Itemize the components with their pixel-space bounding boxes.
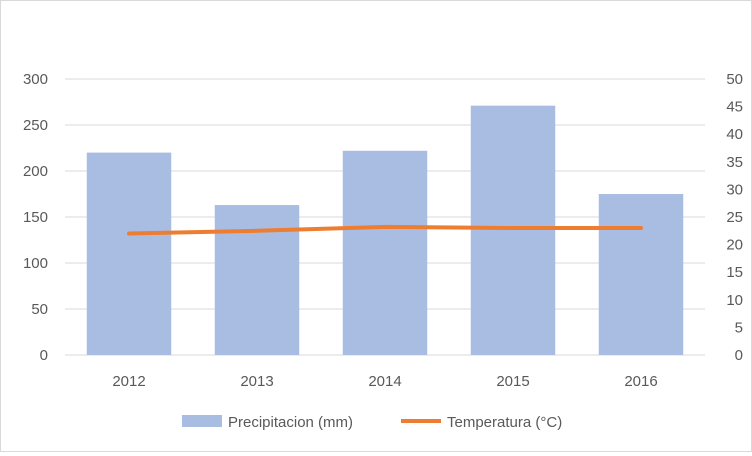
left-axis-ticks: 0 50 100 150 200 250 300 bbox=[23, 71, 48, 364]
legend-label-precipitacion: Precipitacion (mm) bbox=[228, 414, 353, 431]
right-axis-tick-label: 35 bbox=[726, 154, 743, 171]
bar-series-precipitacion bbox=[87, 106, 683, 355]
right-axis-tick-label: 15 bbox=[726, 264, 743, 281]
category-tick-label: 2013 bbox=[240, 373, 273, 390]
left-axis-tick-label: 200 bbox=[23, 163, 48, 180]
left-axis-tick-label: 250 bbox=[23, 117, 48, 134]
bar-2015 bbox=[471, 106, 555, 355]
right-axis-tick-label: 10 bbox=[726, 292, 743, 309]
right-axis-tick-label: 45 bbox=[726, 99, 743, 116]
left-axis-tick-label: 100 bbox=[23, 255, 48, 272]
left-axis-tick-label: 300 bbox=[23, 71, 48, 88]
right-axis-tick-label: 25 bbox=[726, 209, 743, 226]
category-tick-label: 2012 bbox=[112, 373, 145, 390]
legend-label-temperatura: Temperatura (°C) bbox=[447, 414, 562, 431]
bar-2013 bbox=[215, 205, 299, 355]
right-axis-tick-label: 5 bbox=[735, 319, 743, 336]
category-axis-ticks: 2012 2013 2014 2015 2016 bbox=[112, 373, 657, 390]
bar-2012 bbox=[87, 153, 171, 355]
category-tick-label: 2015 bbox=[496, 373, 529, 390]
legend-swatch-precipitacion bbox=[182, 415, 222, 427]
category-tick-label: 2016 bbox=[624, 373, 657, 390]
bar-2014 bbox=[343, 151, 427, 355]
right-axis-tick-label: 20 bbox=[726, 237, 743, 254]
right-axis-tick-label: 40 bbox=[726, 126, 743, 143]
right-axis-tick-label: 0 bbox=[735, 347, 743, 364]
category-tick-label: 2014 bbox=[368, 373, 401, 390]
legend: Precipitacion (mm) Temperatura (°C) bbox=[182, 414, 562, 431]
right-axis-ticks: 0 5 10 15 20 25 30 35 40 45 50 bbox=[726, 71, 743, 364]
bar-2016 bbox=[599, 194, 683, 355]
right-axis-tick-label: 50 bbox=[726, 71, 743, 88]
right-axis-tick-label: 30 bbox=[726, 181, 743, 198]
left-axis-tick-label: 0 bbox=[40, 347, 48, 364]
left-axis-tick-label: 150 bbox=[23, 209, 48, 226]
left-axis-tick-label: 50 bbox=[31, 301, 48, 318]
